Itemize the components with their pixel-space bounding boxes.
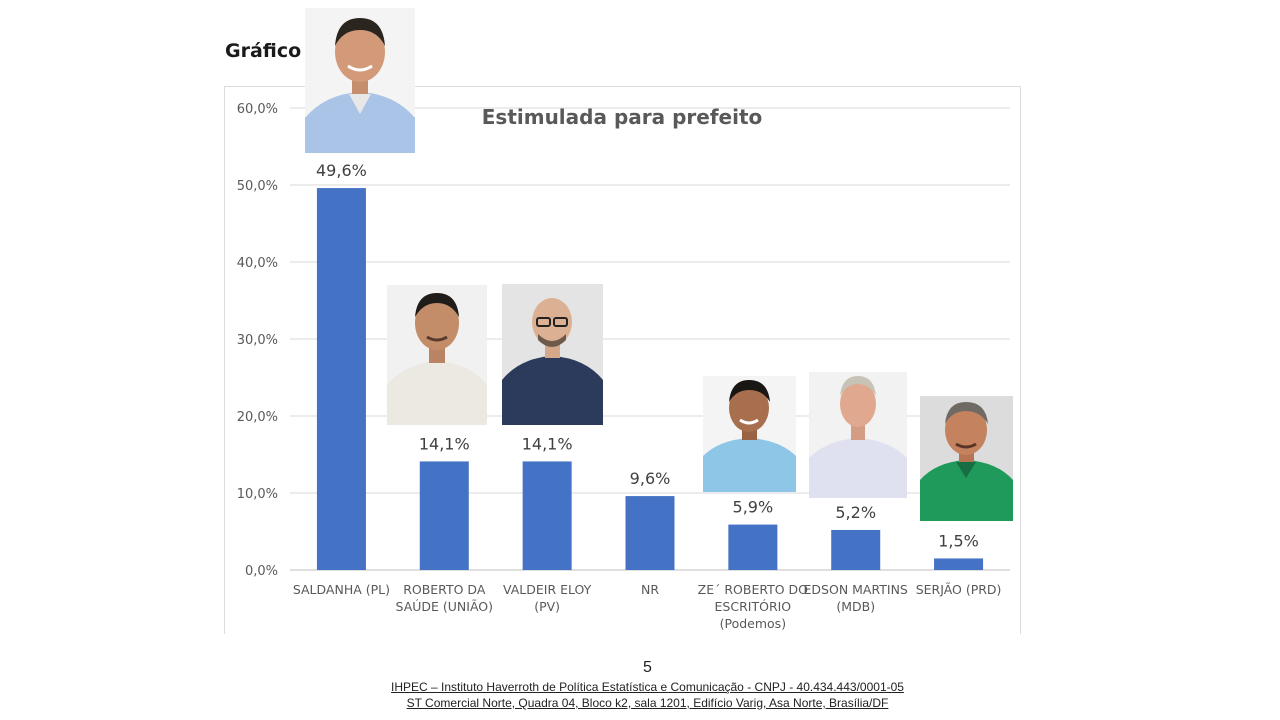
y-tick-label: 40,0% <box>237 256 278 271</box>
data-labels: 49,6% 14,1% 14,1% 9,6% 5,9% 5,2% 1,5% <box>316 161 979 550</box>
candidate-photo-serjao <box>920 396 1013 521</box>
bars <box>316 188 984 570</box>
y-tick-label: 60,0% <box>237 102 278 117</box>
y-tick-label: 50,0% <box>237 179 278 194</box>
bar <box>316 188 366 570</box>
data-label: 9,6% <box>630 469 671 488</box>
y-tick-label: 20,0% <box>237 410 278 425</box>
candidate-photo-ze-roberto <box>703 376 796 492</box>
category-label: SALDANHA (PL) <box>293 582 390 597</box>
data-label: 1,5% <box>938 531 979 550</box>
category-label: (Podemos) <box>720 616 786 631</box>
bar <box>831 529 881 570</box>
candidate-photo-saldanha <box>305 8 415 153</box>
category-label: (MDB) <box>836 599 875 614</box>
category-label: ZE´ ROBERTO DO <box>698 582 809 597</box>
y-tick-label: 30,0% <box>237 333 278 348</box>
candidate-photo-edson-martins <box>809 372 907 498</box>
bar <box>522 461 572 570</box>
chart-frame <box>224 86 1021 634</box>
data-label: 5,2% <box>835 503 876 522</box>
bar <box>419 461 469 570</box>
category-label: (PV) <box>534 599 560 614</box>
page-number: 5 <box>643 659 652 676</box>
category-label: ESCRITÓRIO <box>715 599 792 614</box>
candidate-photo-roberto-da-saude <box>387 285 487 425</box>
category-labels: SALDANHA (PL) ROBERTO DA SAÚDE (UNIÃO) VALD… <box>293 582 1002 631</box>
y-tick-label: 0,0% <box>245 564 278 579</box>
data-label: 5,9% <box>733 498 774 517</box>
category-label: ROBERTO DA <box>403 582 486 597</box>
bar <box>728 524 778 570</box>
data-label: 14,1% <box>522 434 573 453</box>
category-label: NR <box>641 582 659 597</box>
y-axis-ticks: 0,0% 10,0% 20,0% 30,0% 40,0% 50,0% 60,0% <box>237 102 278 579</box>
category-label: SERJÃO (PRD) <box>916 582 1002 597</box>
data-label: 14,1% <box>419 434 470 453</box>
footer-line-1: IHPEC – Instituto Haverroth de Política … <box>391 680 904 694</box>
candidate-photo-valdeir-eloy <box>502 284 603 425</box>
category-label: EDSON MARTINS <box>804 582 908 597</box>
category-label: VALDEIR ELOY <box>503 582 592 597</box>
bar <box>934 558 984 570</box>
y-tick-label: 10,0% <box>237 487 278 502</box>
category-label: SAÚDE (UNIÃO) <box>396 599 493 614</box>
bar <box>625 496 675 570</box>
footer-line-2: ST Comercial Norte, Quadra 04, Bloco k2,… <box>406 696 889 710</box>
chart-title: Estimulada para prefeito <box>482 105 763 129</box>
data-label: 49,6% <box>316 161 367 180</box>
